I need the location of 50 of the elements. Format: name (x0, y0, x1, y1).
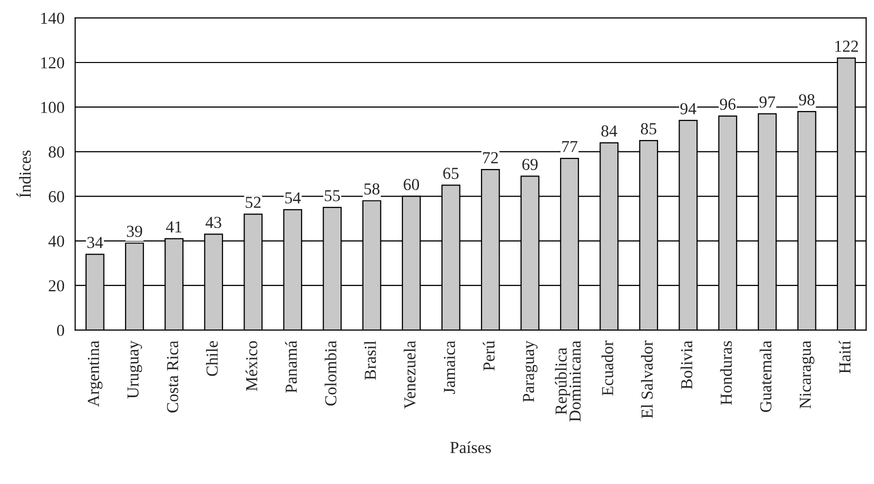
data-label: 41 (166, 221, 182, 232)
data-label: 58 (364, 183, 380, 195)
data-label: 96 (720, 98, 736, 110)
x-tick-label: Haití (838, 340, 851, 374)
x-tick-label: Nicaragua (800, 340, 814, 408)
x-tick-label: República Dominicana (554, 340, 581, 422)
y-tick-label: 100 (41, 102, 64, 114)
x-tick-label: Paraguay (523, 340, 538, 402)
x-tick-label: Jamaica (444, 340, 456, 394)
data-label: 77 (562, 141, 578, 152)
data-label: 98 (799, 94, 815, 106)
x-tick-label: México (246, 341, 258, 391)
data-label: 97 (759, 96, 776, 108)
y-tick-label: 0 (57, 324, 64, 336)
data-label: 54 (285, 192, 301, 204)
data-label: 84 (601, 125, 618, 137)
data-label: 39 (126, 226, 142, 237)
data-label: 55 (324, 190, 340, 202)
x-tick-label: Honduras (720, 341, 732, 405)
x-tick-label: Colombia (324, 340, 336, 406)
y-tick-label: 20 (48, 280, 64, 292)
x-axis-title: Países (450, 441, 491, 454)
data-label: 85 (640, 123, 656, 134)
x-tick-label: Chile (206, 341, 218, 376)
data-label: 122 (835, 40, 858, 52)
x-tick-label: Brasil (364, 340, 376, 380)
x-tick-label: Panamá (285, 340, 297, 393)
data-label: 60 (404, 178, 420, 190)
y-tick-label: 120 (41, 57, 64, 68)
data-label: 69 (522, 158, 538, 170)
x-tick-label: Uruguay (128, 340, 142, 398)
x-tick-label: Venezuela (404, 340, 416, 409)
x-tick-label: Perú (482, 340, 495, 371)
y-axis-title: Índices (16, 150, 31, 198)
x-tick-label: Ecuador (602, 340, 614, 396)
x-tick-label: El Salvador (641, 340, 653, 418)
x-tick-label: Guatemala (760, 340, 772, 412)
data-label: 43 (206, 216, 222, 228)
data-label: 65 (443, 168, 459, 179)
y-tick-label: 80 (48, 146, 64, 158)
data-label: 34 (87, 236, 104, 248)
x-tick-label: Costa Rica (167, 340, 178, 412)
y-tick-label: 40 (48, 236, 64, 247)
data-label: 52 (246, 196, 261, 208)
x-tick-label: Argentina (88, 340, 102, 407)
data-label: 94 (680, 103, 696, 114)
x-tick-label: Bolivia (680, 340, 692, 390)
y-tick-label: 60 (48, 190, 64, 202)
data-label: 72 (483, 152, 498, 164)
y-tick-label: 140 (41, 12, 64, 24)
